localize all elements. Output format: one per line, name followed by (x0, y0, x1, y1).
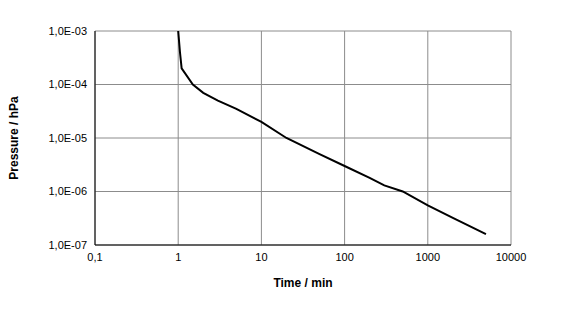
svg-text:1,0E-05: 1,0E-05 (48, 132, 87, 144)
svg-text:10: 10 (255, 251, 267, 263)
svg-text:10000: 10000 (496, 251, 527, 263)
svg-text:1,0E-07: 1,0E-07 (48, 239, 87, 251)
svg-text:100: 100 (335, 251, 353, 263)
svg-text:Time / min: Time / min (273, 276, 332, 290)
svg-text:1,0E-03: 1,0E-03 (48, 25, 87, 37)
svg-text:0,1: 0,1 (87, 251, 102, 263)
svg-text:1,0E-06: 1,0E-06 (48, 185, 87, 197)
svg-text:1,0E-04: 1,0E-04 (48, 78, 87, 90)
svg-text:Pressure / hPa: Pressure / hPa (8, 96, 21, 180)
svg-text:1: 1 (175, 251, 181, 263)
svg-text:1000: 1000 (416, 251, 440, 263)
